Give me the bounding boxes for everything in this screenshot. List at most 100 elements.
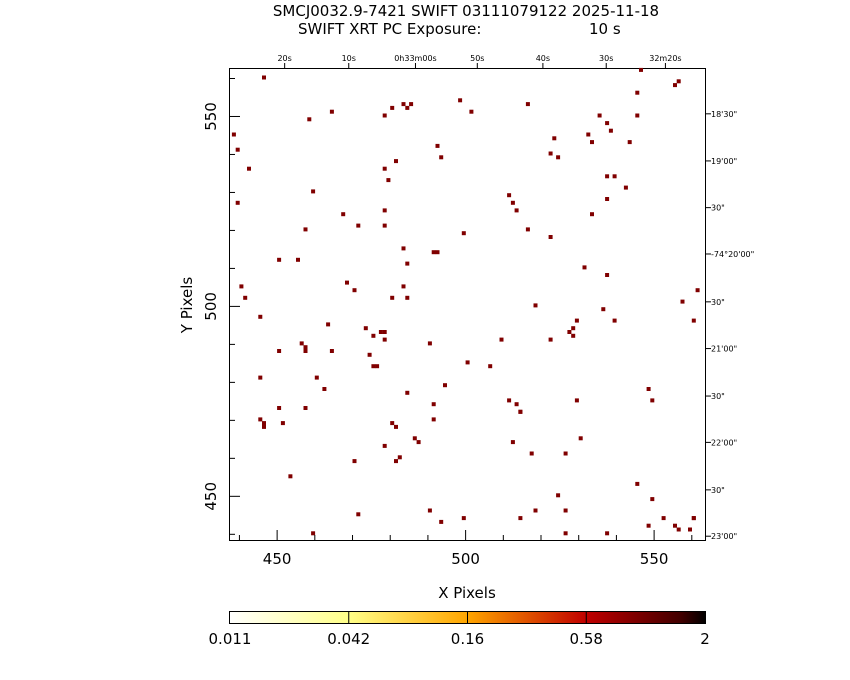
count-pixel xyxy=(443,383,447,388)
count-pixel xyxy=(329,109,334,114)
count-pixel xyxy=(307,117,312,122)
count-pixel xyxy=(401,102,406,107)
count-pixel xyxy=(582,265,587,270)
ra-tick-label: 10s xyxy=(342,54,356,63)
count-pixel xyxy=(650,398,655,403)
tick-labels: 450 500 550 450 500 550 20s 10s 0h33m00s 50s 40s 30… xyxy=(202,54,754,568)
count-pixel xyxy=(574,318,579,323)
count-pixel xyxy=(465,360,470,365)
count-pixel xyxy=(262,421,266,426)
count-pixel xyxy=(375,364,380,369)
count-pixel xyxy=(277,257,282,262)
count-pixel xyxy=(382,166,387,171)
count-pixel xyxy=(571,326,576,331)
count-pixel xyxy=(329,349,334,353)
dec-tick-label: 19'00" xyxy=(711,157,737,166)
count-pixel xyxy=(371,333,376,338)
count-pixel xyxy=(605,531,610,536)
colorbar-label: 0.011 xyxy=(209,630,252,648)
count-pixel xyxy=(525,102,530,107)
count-pixel xyxy=(605,174,610,179)
count-pixel xyxy=(439,155,444,160)
count-pixel xyxy=(605,197,610,201)
count-pixel xyxy=(280,421,285,426)
count-pixel xyxy=(314,375,319,380)
colorbar-label: 0.16 xyxy=(451,630,484,648)
axis-ticks xyxy=(230,63,711,540)
count-pixel xyxy=(612,174,617,179)
count-pixel xyxy=(556,155,561,160)
count-pixel xyxy=(367,352,372,357)
count-pixel xyxy=(390,105,395,110)
count-pixel xyxy=(288,474,293,479)
count-pixel xyxy=(386,178,391,183)
count-pixel xyxy=(303,406,308,410)
count-pixel xyxy=(382,330,387,334)
count-pixel xyxy=(247,166,251,171)
count-pixel xyxy=(303,349,308,353)
count-pixel xyxy=(469,109,474,114)
dec-tick-label: 22'00" xyxy=(711,438,737,447)
count-pixel xyxy=(401,284,406,289)
count-pixel xyxy=(378,330,383,334)
count-pixel xyxy=(627,140,632,145)
count-pixel xyxy=(258,375,263,380)
count-pixel xyxy=(431,402,436,407)
count-pixel xyxy=(673,83,677,88)
count-pixel xyxy=(635,481,640,486)
count-pixel xyxy=(412,436,417,441)
dec-tick-label: 30" xyxy=(711,204,725,213)
count-pixel xyxy=(597,113,602,118)
count-pixel xyxy=(416,440,421,445)
count-pixel xyxy=(510,200,515,205)
ra-tick-label: 50s xyxy=(470,54,484,63)
count-pixel xyxy=(567,330,572,334)
count-pixel xyxy=(673,523,677,528)
count-pixel xyxy=(296,257,300,262)
count-pixel xyxy=(601,307,606,312)
count-pixel xyxy=(556,493,561,498)
y-tick-label: 550 xyxy=(202,102,220,131)
count-pixel xyxy=(431,250,436,255)
count-pixel xyxy=(676,527,681,532)
count-pixel xyxy=(612,318,617,323)
count-pixel xyxy=(394,459,398,464)
count-pixel xyxy=(311,531,316,536)
dec-tick-label: 30" xyxy=(711,486,725,495)
count-pixel xyxy=(586,132,591,137)
count-pixel xyxy=(427,341,432,346)
count-pixel xyxy=(435,143,440,148)
count-pixel xyxy=(676,79,681,84)
count-pixel xyxy=(578,436,583,441)
count-pixel xyxy=(382,113,387,118)
count-pixel xyxy=(529,451,534,456)
colorbar-label: 0.58 xyxy=(570,630,603,648)
ra-tick-label: 20s xyxy=(277,54,291,63)
dec-tick-label: 23'00" xyxy=(711,532,737,541)
count-pixel xyxy=(691,318,696,323)
plot-frame xyxy=(229,68,706,541)
count-pixel xyxy=(461,231,466,236)
count-pixel xyxy=(605,273,610,277)
count-pixel xyxy=(239,284,244,289)
y-axis-label: Y Pixels xyxy=(178,277,196,335)
count-pixel xyxy=(363,326,368,331)
count-pixel xyxy=(405,105,410,110)
count-pixel xyxy=(548,151,553,156)
count-pixel xyxy=(548,235,553,239)
count-pixel xyxy=(382,208,387,213)
count-pixel xyxy=(390,421,395,426)
count-pixel xyxy=(514,402,519,407)
count-pixel xyxy=(390,295,395,300)
count-pixel xyxy=(352,288,357,293)
count-pixel xyxy=(231,132,236,137)
count-pixel xyxy=(510,440,515,445)
dec-tick-label: 21'00" xyxy=(711,345,737,354)
chart-title: SMCJ0032.9-7421 SWIFT 03111079122 2025-1… xyxy=(273,2,659,20)
count-pixel xyxy=(646,523,651,528)
count-pixel xyxy=(405,390,410,395)
count-pixel xyxy=(518,516,523,521)
count-pixel xyxy=(695,288,700,293)
count-pixel xyxy=(605,121,610,126)
count-pixel xyxy=(439,519,444,524)
